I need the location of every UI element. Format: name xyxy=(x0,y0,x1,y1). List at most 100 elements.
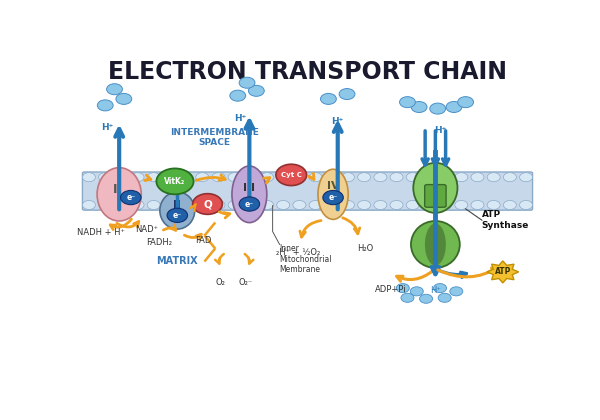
Text: H⁺: H⁺ xyxy=(101,123,113,132)
Circle shape xyxy=(455,173,468,182)
Circle shape xyxy=(147,173,160,182)
Circle shape xyxy=(358,173,371,182)
Circle shape xyxy=(115,200,128,210)
Text: H⁺: H⁺ xyxy=(234,114,246,123)
Circle shape xyxy=(503,200,517,210)
Text: H⁺: H⁺ xyxy=(434,126,446,135)
Circle shape xyxy=(358,200,371,210)
Circle shape xyxy=(98,200,112,210)
Circle shape xyxy=(309,200,322,210)
Text: Inner
Mitochondrial
Membrane: Inner Mitochondrial Membrane xyxy=(280,244,332,274)
Circle shape xyxy=(471,173,484,182)
Circle shape xyxy=(121,190,141,205)
Circle shape xyxy=(82,200,95,210)
Circle shape xyxy=(439,200,452,210)
Text: INTERMEMBRANE
SPACE: INTERMEMBRANE SPACE xyxy=(170,128,259,147)
Circle shape xyxy=(520,173,533,182)
Circle shape xyxy=(341,200,355,210)
Circle shape xyxy=(228,173,241,182)
Circle shape xyxy=(439,173,452,182)
Circle shape xyxy=(260,173,274,182)
Text: e⁻: e⁻ xyxy=(173,211,182,220)
Text: ATP: ATP xyxy=(494,268,511,276)
Circle shape xyxy=(487,173,500,182)
Circle shape xyxy=(196,173,209,182)
Text: FAD: FAD xyxy=(194,236,211,245)
Circle shape xyxy=(248,85,264,96)
Circle shape xyxy=(239,197,260,211)
Circle shape xyxy=(323,190,343,205)
Circle shape xyxy=(276,164,307,186)
Text: ADP+Pi: ADP+Pi xyxy=(376,285,407,294)
Text: II: II xyxy=(173,200,181,210)
Circle shape xyxy=(277,200,290,210)
Circle shape xyxy=(374,173,387,182)
Circle shape xyxy=(228,200,241,210)
Circle shape xyxy=(438,293,451,302)
Circle shape xyxy=(325,173,338,182)
Circle shape xyxy=(82,173,95,182)
Circle shape xyxy=(422,173,436,182)
Circle shape xyxy=(244,200,257,210)
FancyBboxPatch shape xyxy=(82,172,533,210)
Circle shape xyxy=(147,200,160,210)
Ellipse shape xyxy=(413,163,457,213)
Text: Q: Q xyxy=(203,199,212,209)
Circle shape xyxy=(131,173,144,182)
Circle shape xyxy=(131,200,144,210)
Circle shape xyxy=(157,168,194,194)
Circle shape xyxy=(196,200,209,210)
Ellipse shape xyxy=(97,168,141,221)
Circle shape xyxy=(309,173,322,182)
Text: ATP
Synthase: ATP Synthase xyxy=(482,210,529,230)
Circle shape xyxy=(397,284,409,293)
Polygon shape xyxy=(487,261,518,283)
Circle shape xyxy=(400,97,415,108)
Circle shape xyxy=(520,200,533,210)
Circle shape xyxy=(339,89,355,100)
Text: ₂H⁺ + ½O₂: ₂H⁺ + ½O₂ xyxy=(276,248,320,257)
Circle shape xyxy=(422,200,436,210)
Circle shape xyxy=(167,208,188,223)
Text: O₂⁻: O₂⁻ xyxy=(239,278,253,287)
Text: ELECTRON TRANSPORT CHAIN: ELECTRON TRANSPORT CHAIN xyxy=(108,60,507,84)
Circle shape xyxy=(97,100,113,111)
Circle shape xyxy=(446,102,462,113)
Circle shape xyxy=(434,284,446,293)
Text: III: III xyxy=(244,183,256,193)
Circle shape xyxy=(390,173,403,182)
Circle shape xyxy=(115,173,128,182)
Text: e⁻: e⁻ xyxy=(328,193,338,202)
Ellipse shape xyxy=(425,223,446,265)
Circle shape xyxy=(230,90,245,101)
Text: NAD⁺: NAD⁺ xyxy=(136,225,158,234)
Circle shape xyxy=(239,77,255,88)
Text: VitK₂: VitK₂ xyxy=(164,177,185,186)
Text: IV: IV xyxy=(327,181,340,191)
Circle shape xyxy=(430,103,446,114)
Circle shape xyxy=(450,287,463,296)
Ellipse shape xyxy=(160,192,195,229)
Text: H₂O: H₂O xyxy=(358,244,374,253)
Circle shape xyxy=(293,200,306,210)
Text: O₂: O₂ xyxy=(215,278,226,287)
Circle shape xyxy=(179,173,193,182)
Circle shape xyxy=(458,97,473,108)
Text: Cyt C: Cyt C xyxy=(281,172,302,178)
Ellipse shape xyxy=(232,166,267,223)
Circle shape xyxy=(374,200,387,210)
FancyBboxPatch shape xyxy=(425,185,446,207)
Text: e⁻: e⁻ xyxy=(126,193,136,202)
Ellipse shape xyxy=(318,169,348,219)
Circle shape xyxy=(260,200,274,210)
Circle shape xyxy=(401,293,414,302)
Circle shape xyxy=(293,173,306,182)
Circle shape xyxy=(98,173,112,182)
Text: FADH₂: FADH₂ xyxy=(146,238,172,247)
Circle shape xyxy=(487,200,500,210)
Ellipse shape xyxy=(411,221,460,268)
Text: H⁺: H⁺ xyxy=(332,117,344,126)
Text: e⁻: e⁻ xyxy=(245,200,254,208)
Circle shape xyxy=(212,173,225,182)
Circle shape xyxy=(419,294,433,303)
